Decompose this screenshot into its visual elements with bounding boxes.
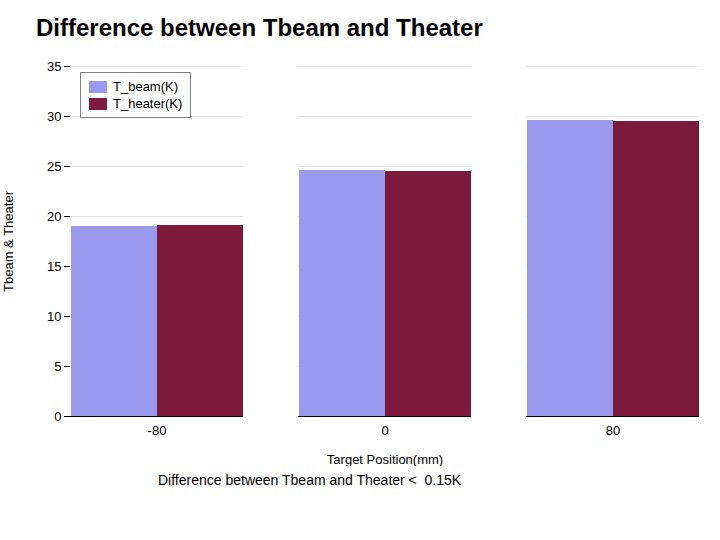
svg-text:-80: -80 <box>148 423 167 438</box>
html-text:Difference between Tbeam and T: Difference between Tbeam and Theater < 0… <box>158 472 462 488</box>
html-text:T_heater(K): T_heater(K) <box>113 96 183 111</box>
svg-text:25: 25 <box>47 159 61 174</box>
svg-text:0: 0 <box>54 409 61 424</box>
svg-text:Target Position(mm): Target Position(mm) <box>327 452 443 467</box>
svg-text:Tbeam & Theater: Tbeam & Theater <box>1 190 16 292</box>
html-text:T_beam(K): T_beam(K) <box>113 79 178 94</box>
svg-text:80: 80 <box>606 423 620 438</box>
svg-text:5: 5 <box>54 359 61 374</box>
html-text:Difference between Tbeam and T: Difference between Tbeam and Theater <box>36 14 483 41</box>
svg-text:0: 0 <box>381 423 388 438</box>
svg-text:20: 20 <box>47 209 61 224</box>
svg-text:15: 15 <box>47 259 61 274</box>
svg-text:30: 30 <box>47 109 61 124</box>
svg-text:10: 10 <box>47 309 61 324</box>
svg-text:35: 35 <box>47 59 61 74</box>
